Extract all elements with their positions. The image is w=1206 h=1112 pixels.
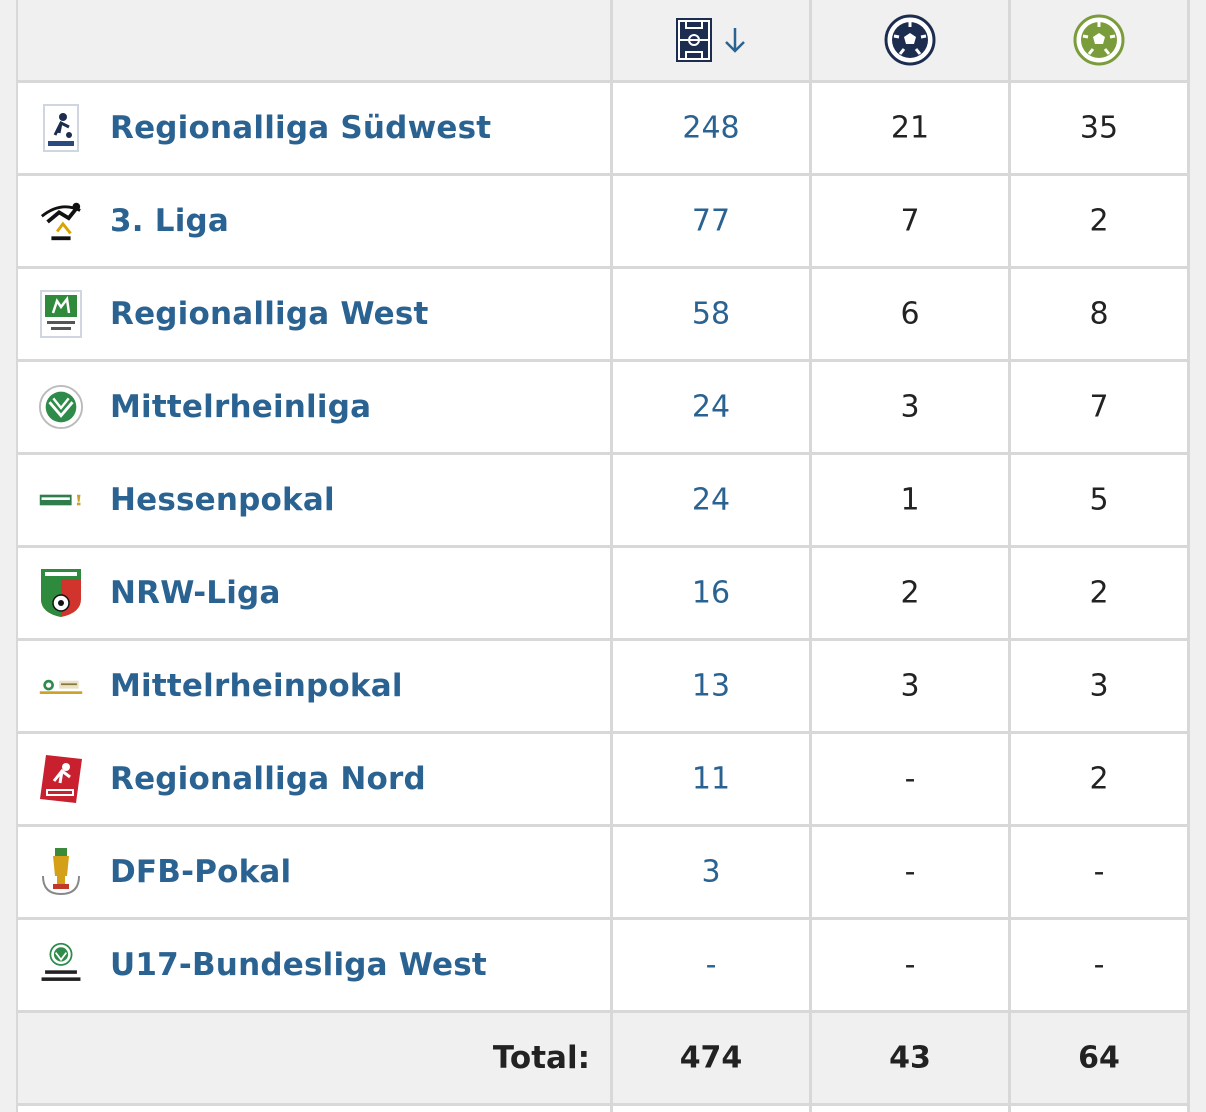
competition-link[interactable]: DFB-Pokal [110, 854, 292, 890]
dfb-pokal-logo [38, 847, 84, 897]
goals-value: 1 [900, 482, 920, 518]
mittelrheinpokal-logo [38, 661, 84, 711]
regionalliga-suedwest-logo [38, 103, 84, 153]
goals-value: 21 [890, 110, 930, 146]
total-goals: 43 [889, 1040, 931, 1076]
assists-value: 5 [1089, 482, 1109, 518]
appearances-value[interactable]: 24 [691, 389, 731, 425]
regionalliga-nord-logo [38, 754, 84, 804]
goals-value: 3 [900, 389, 920, 425]
table-row: Regionalliga Südwest 248 21 35 [16, 83, 1190, 173]
header-cell-assists[interactable] [1011, 0, 1187, 80]
competition-link[interactable]: Mittelrheinliga [110, 389, 372, 425]
competition-link[interactable]: Regionalliga Südwest [110, 110, 492, 146]
appearances-value[interactable]: 248 [682, 110, 740, 146]
goals-value: - [904, 947, 916, 983]
header-cell-competition [18, 0, 610, 80]
competition-link[interactable]: NRW-Liga [110, 575, 281, 611]
table-row: DFB-Pokal 3 - - [16, 827, 1190, 917]
appearances-value[interactable]: 16 [691, 575, 731, 611]
assists-ball-icon [1073, 14, 1125, 66]
goals-value: 7 [900, 203, 920, 239]
competition-link[interactable]: U17-Bundesliga West [110, 947, 487, 983]
total-assists: 64 [1078, 1040, 1120, 1076]
appearances-value[interactable]: 11 [691, 761, 731, 797]
table-row: Mittelrheinpokal 13 3 3 [16, 641, 1190, 731]
competition-link[interactable]: Mittelrheinpokal [110, 668, 403, 704]
assists-value: 3 [1089, 668, 1109, 704]
competition-link[interactable]: 3. Liga [110, 203, 230, 239]
total-label: Total: [492, 1040, 590, 1076]
table-bottom-strip [16, 1106, 1190, 1112]
table-row: Hessenpokal 24 1 5 [16, 455, 1190, 545]
competition-link[interactable]: Hessenpokal [110, 482, 335, 518]
assists-value: - [1093, 947, 1105, 983]
hessenpokal-logo [38, 475, 84, 525]
appearances-value[interactable]: 24 [691, 482, 731, 518]
table-row: 3. Liga 77 7 2 [16, 176, 1190, 266]
goals-value: - [904, 761, 916, 797]
appearances-value[interactable]: 58 [691, 296, 731, 332]
competition-stats-table: Regionalliga Südwest 248 21 35 3. Liga 7… [16, 0, 1190, 1112]
table-header [16, 0, 1190, 80]
assists-value: 2 [1089, 575, 1109, 611]
total-appearances: 474 [679, 1040, 743, 1076]
header-cell-goals[interactable] [812, 0, 1008, 80]
assists-value: 35 [1079, 110, 1119, 146]
table-row: Mittelrheinliga 24 3 7 [16, 362, 1190, 452]
3-liga-logo [38, 196, 84, 246]
sort-down-arrow-icon[interactable] [723, 26, 747, 54]
goals-value: - [904, 854, 916, 890]
assists-value: 8 [1089, 296, 1109, 332]
competition-link[interactable]: Regionalliga Nord [110, 761, 426, 797]
assists-value: 7 [1089, 389, 1109, 425]
header-cell-appearances[interactable] [613, 0, 809, 80]
appearances-value[interactable]: - [705, 947, 717, 983]
mittelrheinliga-logo [38, 382, 84, 432]
u17-bundesliga-logo [38, 940, 84, 990]
assists-value: 2 [1089, 761, 1109, 797]
regionalliga-west-logo [38, 289, 84, 339]
assists-value: - [1093, 854, 1105, 890]
appearances-value[interactable]: 3 [701, 854, 721, 890]
goals-value: 2 [900, 575, 920, 611]
goals-value: 6 [900, 296, 920, 332]
table-row: NRW-Liga 16 2 2 [16, 548, 1190, 638]
table-footer: Total: 474 43 64 [16, 1013, 1190, 1103]
pitch-icon [676, 18, 712, 62]
appearances-value[interactable]: 77 [691, 203, 731, 239]
table-row: U17-Bundesliga West - - - [16, 920, 1190, 1010]
goals-value: 3 [900, 668, 920, 704]
table-row: Regionalliga West 58 6 8 [16, 269, 1190, 359]
table-row: Regionalliga Nord 11 - 2 [16, 734, 1190, 824]
competition-link[interactable]: Regionalliga West [110, 296, 429, 332]
appearances-value[interactable]: 13 [691, 668, 731, 704]
nrw-liga-logo [38, 568, 84, 618]
goals-ball-icon [884, 14, 936, 66]
assists-value: 2 [1089, 203, 1109, 239]
